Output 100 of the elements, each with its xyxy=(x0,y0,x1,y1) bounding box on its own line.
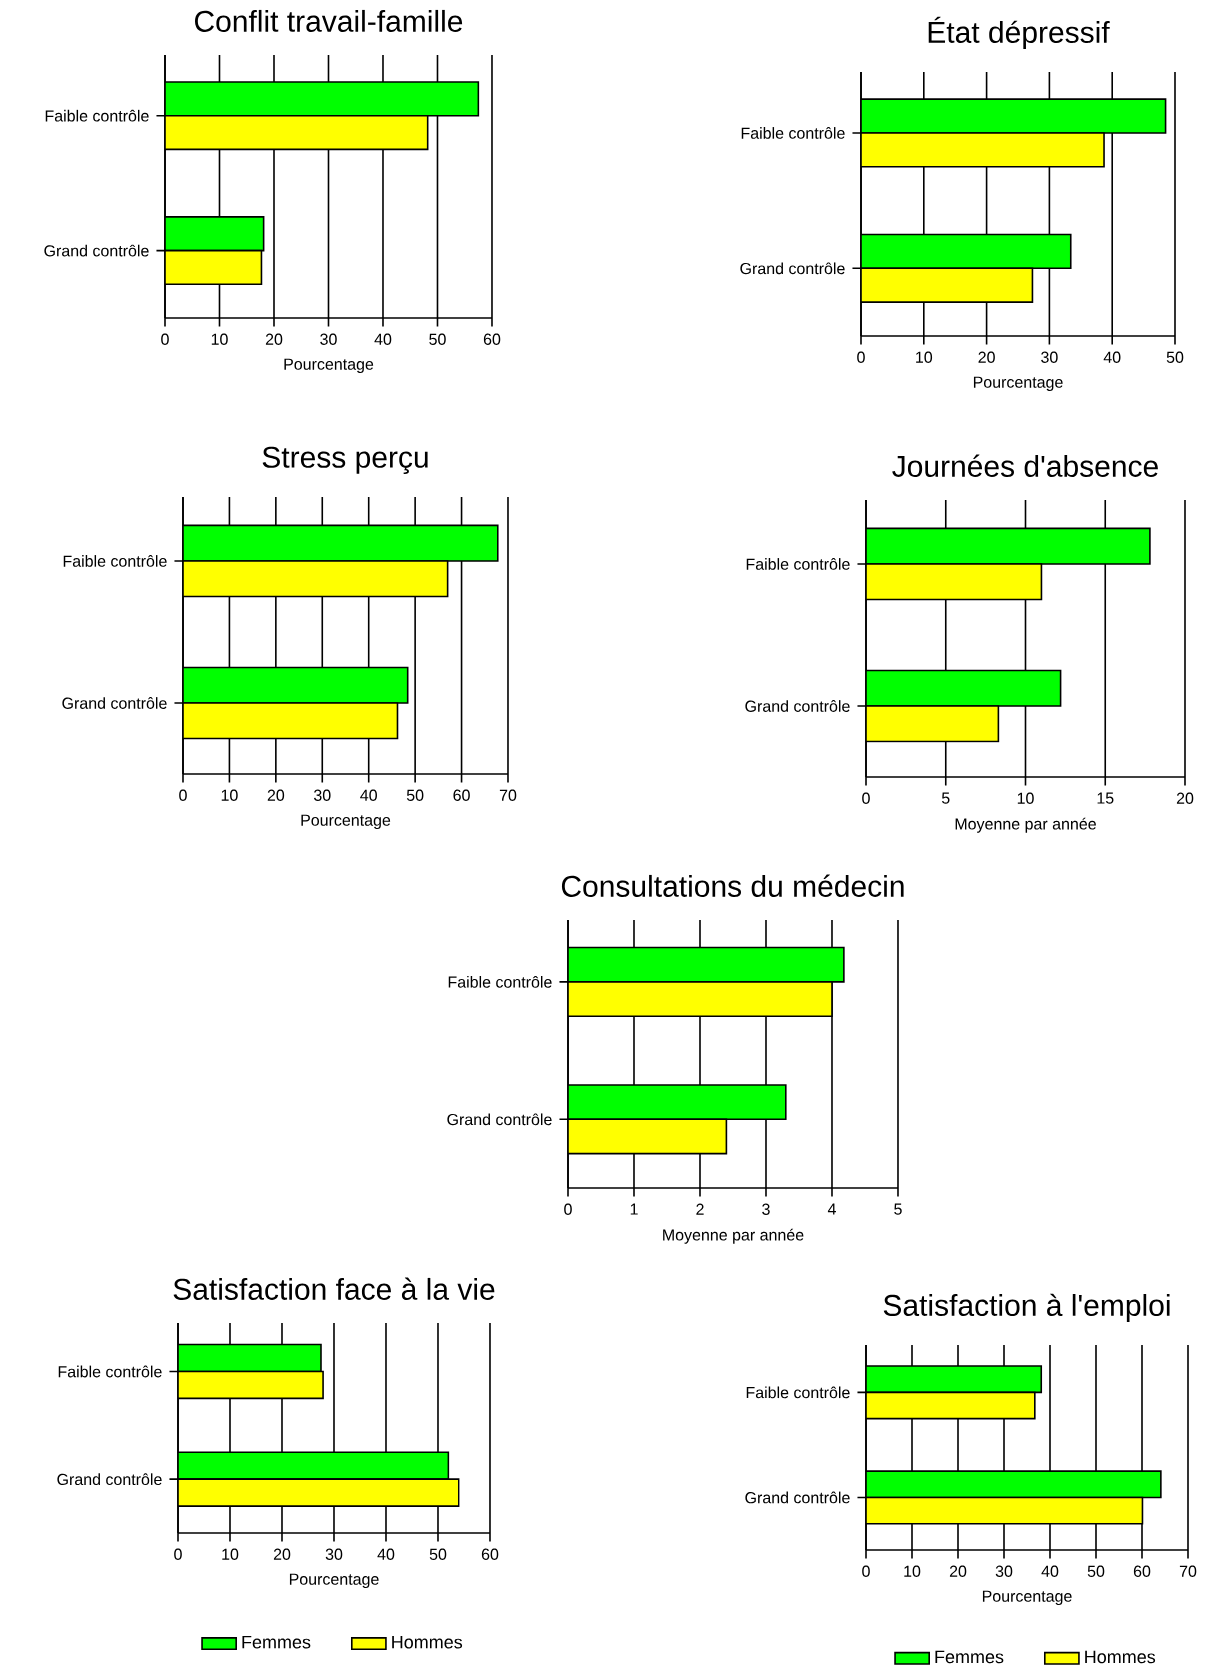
bar xyxy=(568,1118,728,1155)
y-tick-label: Grand contrôle xyxy=(57,1473,162,1486)
x-tick-label: 15 xyxy=(1097,792,1114,804)
x-tick-label: 60 xyxy=(483,333,501,345)
bar xyxy=(861,233,1072,270)
bar xyxy=(861,132,1105,168)
x-tick-label: 5 xyxy=(941,792,950,804)
x-tick-label: 50 xyxy=(1166,351,1184,363)
bar xyxy=(866,563,1043,601)
chart-title: Consultations du médecin xyxy=(561,874,904,897)
bar xyxy=(182,524,499,562)
x-axis-title: Pourcentage xyxy=(982,1590,1072,1606)
y-tick-label: Grand contrôle xyxy=(740,262,845,275)
y-tick-label: Faible contrôle xyxy=(58,1365,162,1378)
x-tick-label: 70 xyxy=(1179,1565,1197,1577)
x-tick-label: 60 xyxy=(453,789,470,801)
x-tick-label: 0 xyxy=(174,1548,182,1560)
bar xyxy=(165,249,263,286)
y-tick-label: Faible contrôle xyxy=(746,558,850,570)
x-tick-label: 10 xyxy=(1017,792,1034,804)
bar xyxy=(866,527,1151,565)
y-tick-label: Faible contrôle xyxy=(741,127,845,139)
x-axis-title: Pourcentage xyxy=(301,814,391,830)
y-tick-label: Grand contrôle xyxy=(44,244,149,257)
legend-label: Femmes xyxy=(242,1635,311,1649)
x-tick-label: 70 xyxy=(499,789,517,801)
bar xyxy=(178,1478,460,1507)
x-tick-label: 20 xyxy=(267,789,285,801)
chart-title: État dépressif xyxy=(928,16,1110,49)
bar xyxy=(861,267,1034,303)
x-tick-label: 20 xyxy=(1176,792,1194,804)
x-tick-label: 20 xyxy=(978,351,995,363)
legend-label: Hommes xyxy=(392,1635,463,1649)
bar xyxy=(165,216,265,252)
x-tick-label: 0 xyxy=(161,333,169,345)
x-tick-label: 3 xyxy=(762,1203,770,1215)
x-tick-label: 0 xyxy=(857,351,865,363)
y-tick-label: Grand contrôle xyxy=(447,1113,552,1126)
x-axis-title: Pourcentage xyxy=(284,358,374,373)
x-tick-label: 5 xyxy=(894,1203,902,1215)
x-tick-label: 50 xyxy=(1087,1565,1105,1577)
x-axis-title: Pourcentage xyxy=(973,376,1063,391)
x-tick-label: 40 xyxy=(360,789,377,801)
chart-title: Satisfaction à l'emploi xyxy=(883,1293,1170,1322)
x-tick-label: 40 xyxy=(1103,351,1121,363)
bar xyxy=(861,98,1167,134)
y-tick-label: Grand contrôle xyxy=(745,1491,850,1504)
bar xyxy=(182,702,399,740)
x-tick-label: 20 xyxy=(273,1548,291,1560)
x-tick-label: 60 xyxy=(1133,1565,1151,1577)
y-tick-label: Faible contrôle xyxy=(63,555,167,567)
bar xyxy=(866,1470,1162,1499)
bar xyxy=(178,1451,450,1480)
x-axis-title: Moyenne par année xyxy=(663,1228,804,1244)
bar xyxy=(178,1343,322,1373)
x-tick-label: 30 xyxy=(995,1565,1013,1577)
bar xyxy=(165,114,429,151)
bar xyxy=(182,666,409,704)
y-tick-label: Faible contrôle xyxy=(746,1386,850,1399)
x-tick-label: 50 xyxy=(429,1548,447,1560)
x-tick-label: 10 xyxy=(904,1565,921,1577)
x-tick-label: 40 xyxy=(377,1548,395,1560)
x-tick-label: 10 xyxy=(211,333,228,345)
x-axis-title: Pourcentage xyxy=(289,1573,379,1589)
x-tick-label: 10 xyxy=(222,1548,239,1560)
x-tick-label: 20 xyxy=(949,1565,967,1577)
x-tick-label: 10 xyxy=(221,789,238,801)
x-tick-label: 30 xyxy=(313,789,331,801)
x-tick-label: 40 xyxy=(1041,1565,1059,1577)
bar xyxy=(178,1370,324,1400)
x-tick-label: 60 xyxy=(481,1548,499,1560)
chart-title: Satisfaction face à la vie xyxy=(173,1277,495,1300)
chart-title: Conflit travail-famille xyxy=(194,9,463,32)
x-tick-label: 40 xyxy=(374,333,392,345)
bar xyxy=(568,981,833,1018)
legend-label: Femmes xyxy=(935,1650,1004,1664)
x-tick-label: 50 xyxy=(406,789,424,801)
legend-label: Hommes xyxy=(1085,1650,1156,1664)
bar xyxy=(866,1365,1043,1394)
x-tick-label: 0 xyxy=(179,789,187,801)
x-tick-label: 0 xyxy=(564,1203,572,1215)
x-tick-label: 10 xyxy=(916,351,933,363)
y-tick-label: Faible contrôle xyxy=(45,109,149,122)
y-tick-label: Faible contrôle xyxy=(448,975,552,988)
y-tick-label: Grand contrôle xyxy=(62,697,167,709)
chart-title: Stress perçu xyxy=(262,446,428,474)
x-tick-label: 30 xyxy=(325,1548,343,1560)
x-tick-label: 30 xyxy=(320,333,337,345)
bar xyxy=(182,560,449,598)
bar xyxy=(866,669,1062,707)
x-tick-label: 30 xyxy=(1041,351,1058,363)
x-tick-label: 1 xyxy=(630,1203,638,1215)
x-axis-title: Moyenne par année xyxy=(955,817,1096,833)
x-tick-label: 4 xyxy=(827,1203,836,1215)
x-tick-label: 50 xyxy=(429,333,446,345)
y-tick-label: Grand contrôle xyxy=(745,700,850,712)
x-tick-label: 0 xyxy=(862,1565,870,1577)
x-tick-label: 0 xyxy=(862,792,870,804)
x-tick-label: 20 xyxy=(265,333,283,345)
x-tick-label: 2 xyxy=(696,1203,704,1215)
